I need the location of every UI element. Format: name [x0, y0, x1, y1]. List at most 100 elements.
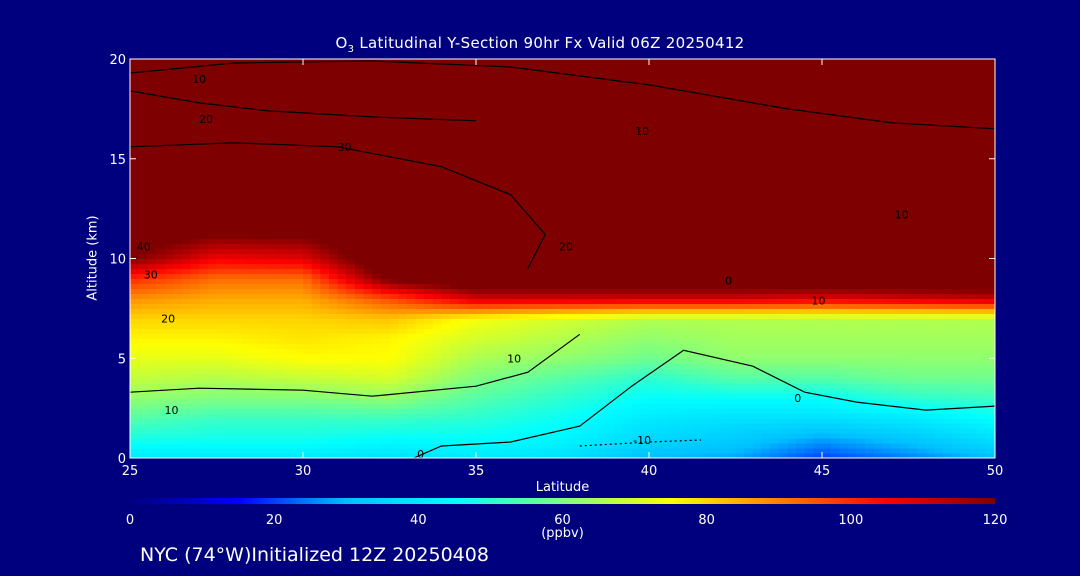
heatmap-cell — [130, 268, 140, 275]
heatmap-cell — [199, 293, 209, 299]
heatmap-cell — [873, 258, 884, 265]
heatmap-cell — [943, 333, 953, 339]
heatmap-cell — [977, 278, 987, 285]
heatmap-cell — [476, 378, 486, 384]
heatmap-cell — [259, 453, 269, 458]
heatmap-cell — [268, 328, 278, 334]
heatmap-cell — [830, 218, 840, 225]
heatmap-cell — [441, 323, 451, 329]
heatmap-cell — [467, 248, 477, 255]
heatmap-cell — [943, 323, 953, 329]
heatmap-cell — [960, 288, 970, 295]
heatmap-cell — [813, 228, 823, 235]
heatmap-cell — [398, 223, 408, 230]
heatmap-cell — [320, 308, 330, 314]
heatmap-cell — [839, 228, 849, 235]
heatmap-cell — [925, 453, 936, 458]
heatmap-cell — [865, 373, 875, 379]
heatmap-cell — [493, 278, 503, 285]
heatmap-cell — [303, 433, 313, 439]
heatmap-cell — [726, 373, 737, 379]
heatmap-cell — [770, 228, 780, 235]
heatmap-cell — [752, 393, 763, 399]
heatmap-cell — [873, 318, 884, 324]
heatmap-cell — [501, 393, 512, 399]
heatmap-cell — [476, 223, 486, 230]
heatmap-cell — [458, 413, 468, 419]
heatmap-cell — [925, 408, 936, 414]
heatmap-cell — [813, 333, 823, 339]
heatmap-cell — [770, 448, 780, 454]
heatmap-cell — [207, 373, 218, 379]
heatmap-cell — [822, 283, 832, 290]
heatmap-cell — [277, 428, 287, 434]
heatmap-cell — [657, 308, 667, 314]
heatmap-cell — [303, 298, 313, 304]
heatmap-cell — [943, 213, 953, 220]
heatmap-cell — [147, 348, 157, 354]
heatmap-cell — [545, 368, 555, 374]
heatmap-cell — [597, 403, 607, 409]
heatmap-cell — [406, 308, 417, 314]
heatmap-cell — [856, 218, 866, 225]
heatmap-cell — [778, 358, 788, 364]
heatmap-cell — [778, 213, 788, 220]
heatmap-cell — [804, 378, 814, 384]
heatmap-cell — [519, 323, 529, 329]
heatmap-cell — [294, 318, 304, 324]
heatmap-cell — [320, 293, 330, 299]
heatmap-cell — [951, 243, 961, 250]
heatmap-cell — [493, 313, 503, 319]
heatmap-cell — [406, 213, 417, 220]
heatmap-cell — [605, 393, 615, 399]
heatmap-cell — [450, 443, 460, 449]
heatmap-cell — [372, 238, 382, 245]
heatmap-cell — [424, 223, 434, 230]
heatmap-cell — [787, 443, 797, 449]
heatmap-cell — [917, 253, 927, 260]
heatmap-cell — [337, 443, 347, 449]
heatmap-cell — [484, 273, 494, 280]
heatmap-cell — [484, 253, 494, 260]
heatmap-cell — [579, 388, 590, 394]
heatmap-cell — [804, 408, 814, 414]
heatmap-cell — [683, 298, 693, 304]
heatmap-cell — [268, 373, 278, 379]
heatmap-cell — [380, 383, 391, 389]
heatmap-cell — [510, 303, 520, 309]
heatmap-cell — [951, 343, 961, 349]
heatmap-cell — [908, 343, 918, 349]
heatmap-cell — [441, 313, 451, 319]
heatmap-cell — [467, 363, 477, 369]
heatmap-cell — [225, 258, 235, 265]
heatmap-cell — [700, 223, 711, 230]
heatmap-cell — [943, 348, 953, 354]
heatmap-cell — [415, 263, 425, 270]
heatmap-cell — [692, 383, 702, 389]
heatmap-cell — [207, 263, 218, 270]
heatmap-cell — [718, 343, 728, 349]
heatmap-cell — [579, 223, 590, 230]
heatmap-cell — [726, 438, 737, 444]
heatmap-cell — [709, 208, 719, 215]
heatmap-cell — [536, 313, 546, 319]
heatmap-cell — [346, 313, 356, 319]
heatmap-cell — [311, 423, 321, 429]
heatmap-cell — [536, 243, 546, 250]
heatmap-cell — [363, 348, 373, 354]
heatmap-cell — [380, 278, 391, 285]
heatmap-cell — [320, 353, 330, 359]
heatmap-cell — [674, 318, 685, 324]
heatmap-cell — [649, 243, 659, 250]
heatmap-cell — [527, 393, 538, 399]
heatmap-cell — [908, 208, 918, 215]
heatmap-cell — [579, 413, 590, 419]
heatmap-cell — [285, 278, 295, 285]
heatmap-cell — [337, 363, 347, 369]
heatmap-cell — [303, 243, 313, 250]
heatmap-cell — [943, 318, 953, 324]
heatmap-cell — [190, 238, 200, 245]
heatmap-cell — [951, 323, 961, 329]
heatmap-cell — [259, 328, 269, 334]
heatmap-cell — [640, 343, 650, 349]
